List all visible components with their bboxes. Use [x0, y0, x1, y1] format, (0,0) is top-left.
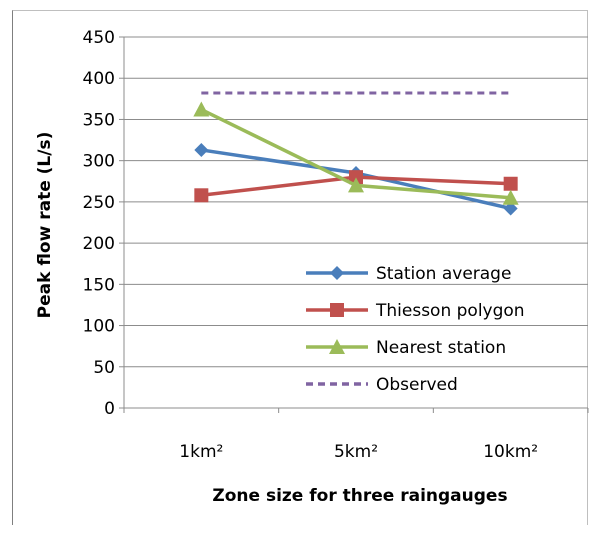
thiesson-polygon-point	[503, 176, 518, 191]
nearest-station-point	[193, 101, 210, 117]
y-tick-label: 200	[83, 234, 115, 254]
nearest-station-point	[502, 189, 519, 205]
chart-frame	[12, 10, 588, 525]
y-tick-label: 0	[104, 399, 115, 419]
y-tick-label: 50	[93, 358, 115, 378]
legend-label: Station average	[376, 264, 511, 284]
y-tick-label: 150	[83, 275, 115, 295]
x-tick-label: 10km²	[483, 442, 538, 462]
legend-marker	[330, 266, 344, 280]
gridlines	[119, 36, 589, 413]
series-thiesson-polygon	[194, 170, 518, 203]
y-tick-label: 250	[83, 193, 115, 213]
legend-marker	[330, 303, 344, 317]
y-tick-label: 100	[83, 317, 115, 337]
x-tick-labels: 1km² 5km² 10km²	[179, 442, 538, 462]
y-tick-labels: 0 50 100 150 200 250 300 350 400 450	[83, 28, 115, 419]
station-average-point	[194, 142, 209, 157]
x-tick-label: 1km²	[179, 442, 223, 462]
axes	[123, 37, 588, 409]
legend: Station average Thiesson polygon Nearest s…	[306, 264, 525, 395]
legend-label: Observed	[376, 375, 458, 395]
thiesson-polygon-point	[349, 170, 363, 185]
thiesson-polygon-point	[194, 188, 209, 203]
legend-item-thiesson-polygon: Thiesson polygon	[306, 301, 525, 321]
legend-item-observed: Observed	[306, 375, 458, 395]
station-average-point	[503, 201, 518, 216]
y-tick-label: 450	[83, 28, 115, 48]
y-axis-title: Peak flow rate (L/s)	[35, 132, 55, 319]
legend-marker	[329, 339, 345, 354]
x-axis-title: Zone size for three raingauges	[212, 486, 507, 506]
legend-label: Nearest station	[376, 338, 506, 358]
legend-label: Thiesson polygon	[375, 301, 525, 321]
legend-item-nearest-station: Nearest station	[306, 338, 506, 358]
y-tick-label: 300	[83, 152, 115, 172]
y-tick-label: 400	[83, 69, 115, 89]
y-tick-label: 350	[83, 110, 115, 130]
series-lines	[193, 91, 519, 216]
series-nearest-station	[193, 101, 519, 205]
x-tick-label: 5km²	[334, 442, 378, 462]
legend-item-station-average: Station average	[306, 264, 511, 284]
nearest-station-point	[348, 177, 364, 193]
